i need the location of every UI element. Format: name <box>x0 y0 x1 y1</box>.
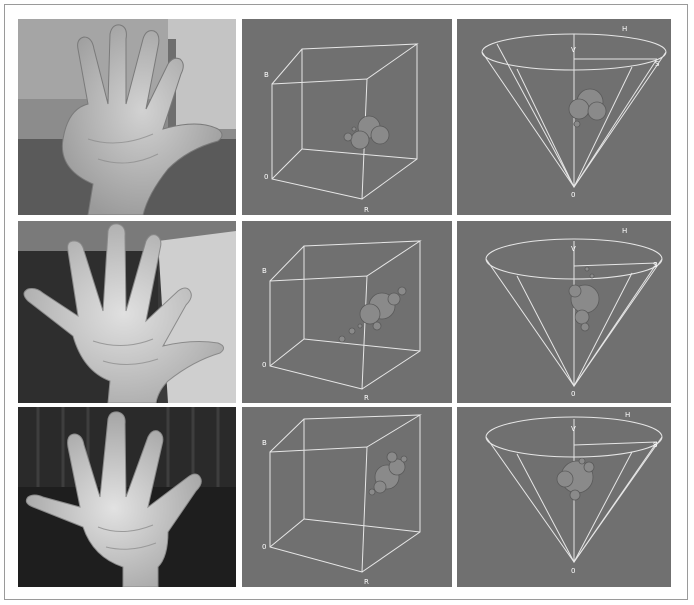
axis-b-label: B <box>262 267 267 275</box>
hand-photo-fence <box>18 407 236 587</box>
axis-origin-label: 0 <box>264 173 268 181</box>
axis-v-label: V <box>571 245 576 253</box>
hsv-cone-plot-2: H V S 0 <box>457 221 671 403</box>
axis-s-label: S <box>653 261 658 269</box>
axis-origin-label: 0 <box>571 191 575 199</box>
axis-v-label: V <box>571 46 576 54</box>
axis-origin-label: 0 <box>571 390 575 398</box>
axis-origin-label: 0 <box>262 361 266 369</box>
hsv-cone-wireframe <box>481 33 667 189</box>
axis-h-label: H <box>625 411 630 419</box>
axis-h-label: H <box>622 25 627 33</box>
axis-h-label: H <box>622 227 627 235</box>
axis-s-label: S <box>655 60 660 68</box>
axis-b-label: B <box>264 71 269 79</box>
axis-r-label: R <box>364 206 369 214</box>
axis-b-label: B <box>262 439 267 447</box>
hsv-cone-plot-3: H V S 0 <box>457 407 671 587</box>
rgb-cube-plot-1: B 0 R <box>242 19 452 215</box>
axis-r-label: R <box>364 394 369 402</box>
hand-photo-sidewalk <box>18 221 236 403</box>
hsv-cone-plot-1: H V S 0 <box>457 19 671 215</box>
axis-origin-label: 0 <box>571 567 575 575</box>
figure-frame: B 0 R H V S 0 <box>4 4 688 600</box>
hand-photo-indoor <box>18 19 236 215</box>
rgb-cube-plot-3: B 0 R <box>242 407 452 587</box>
rgb-cube-plot-2: B 0 R <box>242 221 452 403</box>
axis-r-label: R <box>364 578 369 586</box>
hsv-color-blobs <box>568 88 607 128</box>
rgb-color-blobs <box>343 115 390 150</box>
rgb-cube-wireframe <box>271 43 419 200</box>
axis-origin-label: 0 <box>262 543 266 551</box>
axis-s-label: S <box>653 441 658 449</box>
axis-v-label: V <box>571 425 576 433</box>
